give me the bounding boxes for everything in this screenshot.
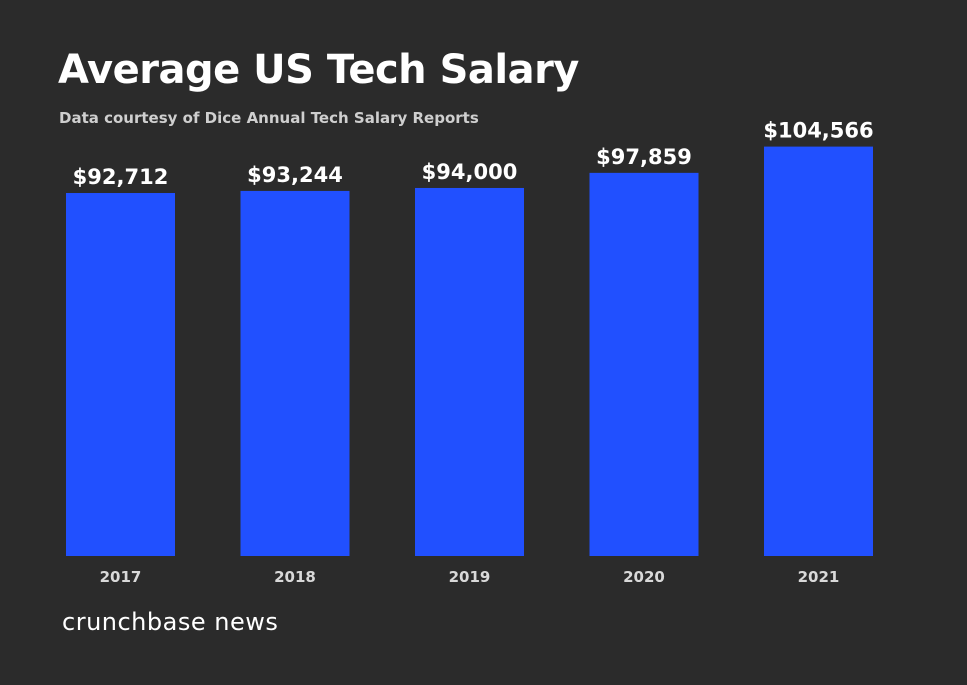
crunchbase-news-logo: crunchbase news: [62, 608, 279, 636]
bar-2017: [66, 193, 175, 556]
data-label-2021: $104,566: [763, 119, 873, 143]
data-label-2018: $93,244: [247, 163, 343, 187]
bar-chart: $92,712 2017 $93,244 2018 $94,000 2019 $97,859…: [66, 119, 874, 586]
x-tick-label-2018: 2018: [274, 568, 316, 586]
bar-2019: [415, 187, 524, 556]
bar-2021: [764, 146, 873, 556]
data-label-2019: $94,000: [422, 160, 518, 184]
x-tick-label-2019: 2019: [449, 568, 491, 586]
chart-title: Average US Tech Salary: [58, 47, 579, 93]
data-label-2020: $97,859: [596, 145, 692, 169]
chart-subtitle: Data courtesy of Dice Annual Tech Salary…: [59, 109, 479, 127]
bar-2020: [589, 172, 699, 557]
x-tick-label-2021: 2021: [798, 568, 840, 586]
x-tick-label-2017: 2017: [100, 568, 142, 586]
bar-2018: [240, 190, 350, 557]
x-tick-label-2020: 2020: [623, 568, 665, 586]
data-label-2017: $92,712: [73, 165, 169, 189]
